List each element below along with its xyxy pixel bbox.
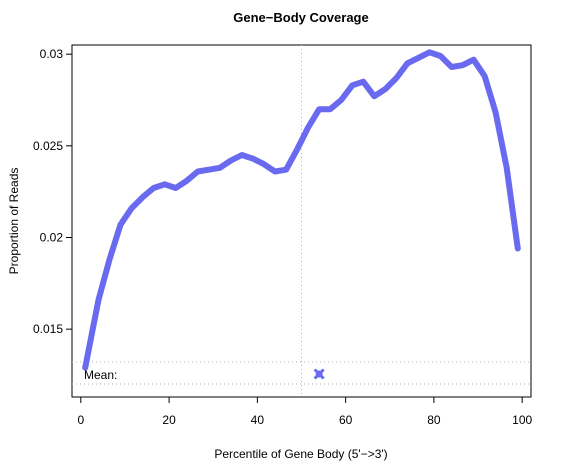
x-tick-label: 40	[251, 413, 265, 427]
x-axis-label: Percentile of Gene Body (5'−>3')	[214, 447, 387, 461]
y-tick-label: 0.025	[33, 139, 63, 153]
mean-marker-layer	[313, 368, 325, 380]
y-tick-label: 0.02	[40, 231, 64, 245]
x-axis: 0 20 40 60 80 100	[77, 397, 533, 427]
reference-lines	[72, 45, 531, 397]
coverage-line	[82, 49, 521, 371]
mean-label: Mean:	[84, 368, 117, 382]
y-axis-label: Proportion of Reads	[7, 168, 21, 275]
mean-marker	[313, 368, 325, 380]
x-tick-label: 20	[162, 413, 176, 427]
x-tick-label: 100	[512, 413, 532, 427]
y-tick-label: 0.015	[33, 322, 63, 336]
y-tick-label: 0.03	[40, 47, 64, 61]
x-tick-label: 80	[427, 413, 441, 427]
x-tick-label: 0	[77, 413, 84, 427]
chart-title: Gene−Body Coverage	[233, 10, 368, 25]
y-axis: 0.015 0.02 0.025 0.03	[33, 47, 72, 336]
series-layer	[82, 49, 521, 371]
x-tick-label: 60	[339, 413, 353, 427]
